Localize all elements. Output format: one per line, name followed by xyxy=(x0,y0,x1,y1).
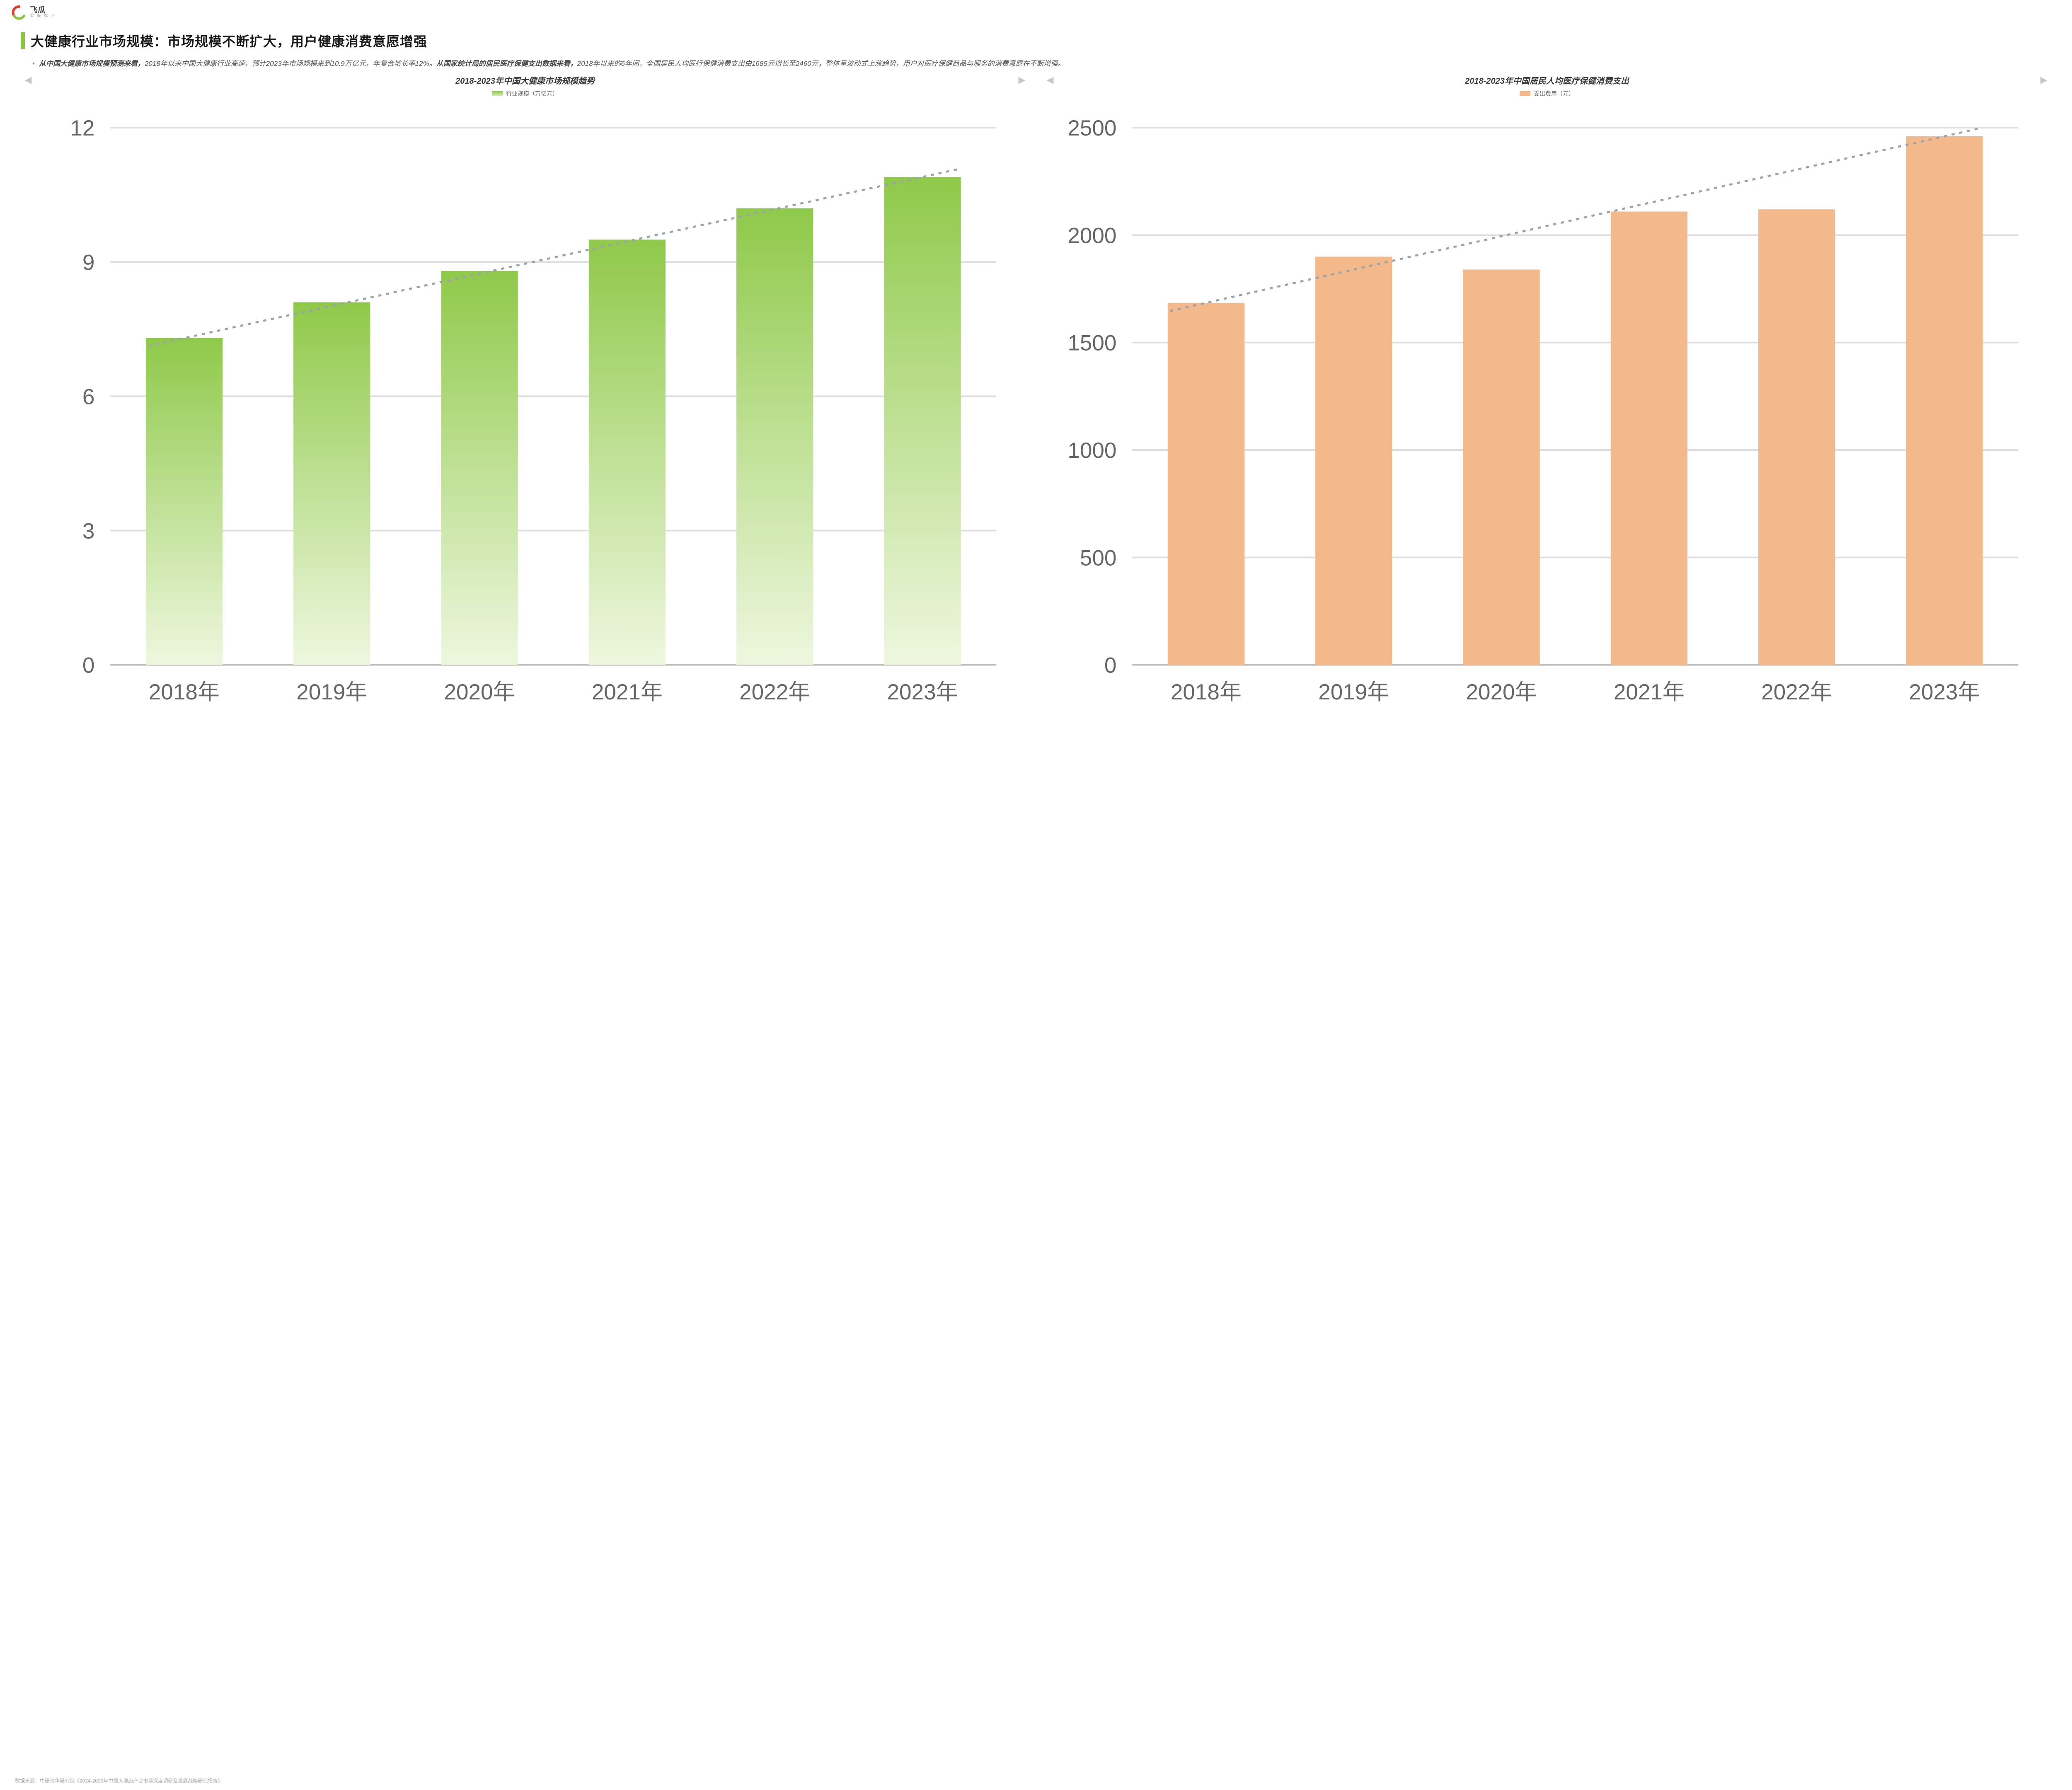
title-row: 大健康行业市场规模：市场规模不断扩大，用户健康消费意愿增强 xyxy=(21,31,2051,50)
svg-text:1500: 1500 xyxy=(1067,331,1116,355)
chart-right-next-arrow[interactable]: ▶ xyxy=(2038,74,2050,86)
svg-text:2022年: 2022年 xyxy=(1761,680,1832,704)
chart-left-title: 2018-2023年中国大健康市场规模趋势 xyxy=(38,74,1012,86)
svg-text:2000: 2000 xyxy=(1067,223,1116,248)
desc-bold-2: 从国家统计局的居民医疗保健支出数据来看， xyxy=(436,60,577,68)
chart-right-prev-arrow[interactable]: ◀ xyxy=(1044,74,1056,86)
svg-text:12: 12 xyxy=(70,116,94,140)
svg-text:2018年: 2018年 xyxy=(149,680,220,704)
svg-text:500: 500 xyxy=(1080,546,1117,570)
chart-right-legend-swatch xyxy=(1520,91,1530,96)
bullet-icon: • xyxy=(32,58,35,70)
svg-text:2023年: 2023年 xyxy=(887,680,958,704)
svg-text:2021年: 2021年 xyxy=(592,680,663,704)
svg-text:2021年: 2021年 xyxy=(1614,680,1685,704)
chart-right-legend-label: 支出费用（元） xyxy=(1534,90,1574,98)
chart-left-prev-arrow[interactable]: ◀ xyxy=(22,74,34,86)
brand-mark-icon xyxy=(12,5,27,20)
brand-name: 飞瓜 xyxy=(30,6,56,14)
desc-text-2: 2018年以来的6年间，全国居民人均医行保健消费支出由1685元增长至2460元… xyxy=(577,60,1065,68)
svg-text:3: 3 xyxy=(82,519,95,543)
chart-right-legend: 支出费用（元） xyxy=(1044,90,2050,98)
svg-text:0: 0 xyxy=(1104,653,1117,677)
page-title: 大健康行业市场规模：市场规模不断扩大，用户健康消费意愿增强 xyxy=(31,31,427,50)
svg-text:2020年: 2020年 xyxy=(1466,680,1537,704)
chart-right-panel: ◀ 2018-2023年中国居民人均医疗保健消费支出 ▶ 支出费用（元） 0 50… xyxy=(1044,74,2050,728)
desc-bold-1: 从中国大健康市场规模预测来看， xyxy=(39,60,145,68)
svg-text:6: 6 xyxy=(82,385,95,409)
svg-text:2019年: 2019年 xyxy=(296,680,367,704)
chart-left-legend-label: 行业规模（万亿元） xyxy=(506,90,558,98)
svg-text:2500: 2500 xyxy=(1067,116,1116,140)
svg-text:2023年: 2023年 xyxy=(1909,680,1980,704)
chart-left-legend-swatch xyxy=(492,91,503,96)
svg-text:1000: 1000 xyxy=(1067,438,1116,463)
charts-container: ◀ 2018-2023年中国大健康市场规模趋势 ▶ 行业规模（万亿元） 0 3 6 9… xyxy=(21,74,2051,728)
desc-text-1: 2018年以来中国大健康行业高速，预计2023年市场规模来到10.9万亿元，年复… xyxy=(145,60,436,68)
data-source: 数据来源：中研普华研究院《2024-2029年中国大健康产业市场深度调研及发展战… xyxy=(15,1777,223,1784)
svg-text:9: 9 xyxy=(82,250,95,275)
chart-left-panel: ◀ 2018-2023年中国大健康市场规模趋势 ▶ 行业规模（万亿元） 0 3 6 9… xyxy=(22,74,1028,728)
chart-right-title: 2018-2023年中国居民人均医疗保健消费支出 xyxy=(1060,74,2034,86)
svg-text:0: 0 xyxy=(82,653,95,677)
description: • 从中国大健康市场规模预测来看，2018年以来中国大健康行业高速，预计2023… xyxy=(32,58,2051,70)
svg-text:2019年: 2019年 xyxy=(1318,680,1389,704)
title-accent-bar xyxy=(21,32,25,49)
brand-subtitle: 果 集 旗 下 xyxy=(30,14,56,19)
description-body: 从中国大健康市场规模预测来看，2018年以来中国大健康行业高速，预计2023年市… xyxy=(39,58,1065,70)
chart-left-plot: 0 3 6 9 12 2018年 2019年 2020年 2021年 2022年 2023年 xyxy=(22,99,1028,728)
chart-left-next-arrow[interactable]: ▶ xyxy=(1016,74,1028,86)
chart-left-legend: 行业规模（万亿元） xyxy=(22,90,1028,98)
chart-right-plot: 0 500 1000 1500 2000 2500 2018年 2019年 2020年 2021年… xyxy=(1044,99,2050,728)
svg-text:2020年: 2020年 xyxy=(444,680,515,704)
svg-text:2018年: 2018年 xyxy=(1171,680,1242,704)
brand-logo: 飞瓜 果 集 旗 下 xyxy=(12,5,56,20)
svg-text:2022年: 2022年 xyxy=(739,680,810,704)
